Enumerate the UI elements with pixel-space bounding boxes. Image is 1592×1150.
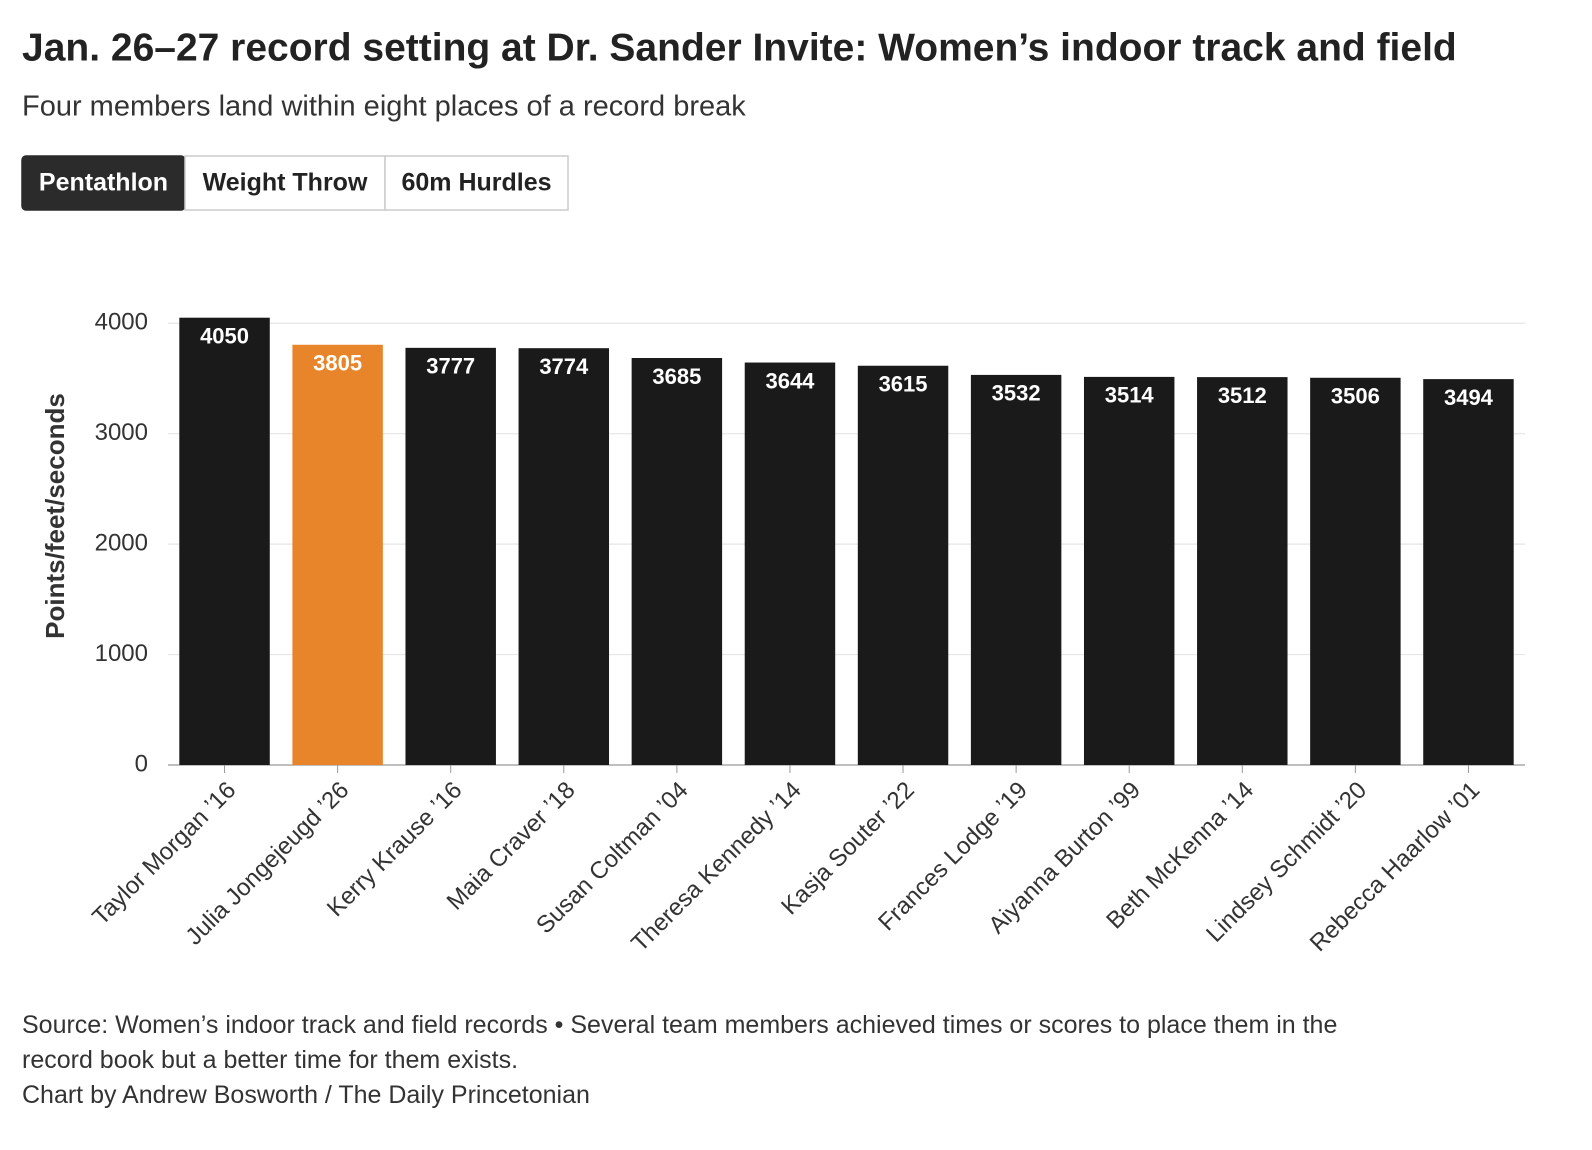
chart-subtitle: Four members land within eight places of… xyxy=(22,91,746,123)
bar xyxy=(631,358,723,765)
bar xyxy=(857,365,949,765)
bar xyxy=(1310,377,1401,765)
tab[interactable] xyxy=(384,155,569,211)
bar xyxy=(518,348,610,765)
value-label: 3805 xyxy=(313,351,362,376)
credit: Chart by Andrew Bosworth / The Daily Pri… xyxy=(22,1081,590,1109)
value-label: 3506 xyxy=(1331,384,1380,409)
footer: Source: Women’s indoor track and field r… xyxy=(22,1008,1402,1113)
bar xyxy=(292,344,383,765)
value-label: 3512 xyxy=(1218,383,1267,408)
y-tick-label: 3000 xyxy=(95,419,148,446)
value-label: 3532 xyxy=(992,381,1041,406)
y-axis-label: Points/feet/seconds xyxy=(40,393,70,639)
bar xyxy=(1197,377,1288,765)
value-label: 3644 xyxy=(765,368,815,393)
bar xyxy=(744,362,836,765)
tab-label[interactable]: Pentathlon xyxy=(39,169,168,197)
value-label: 3494 xyxy=(1444,385,1494,410)
bar xyxy=(405,347,496,765)
y-tick-label: 2000 xyxy=(95,529,148,556)
value-label: 3774 xyxy=(539,354,589,379)
chart: Jan. 26–27 record setting at Dr. Sander … xyxy=(21,26,1525,957)
y-tick-label: 0 xyxy=(135,750,148,777)
bar xyxy=(179,317,270,765)
y-tick-label: 4000 xyxy=(95,309,148,336)
tab-label[interactable]: 60m Hurdles xyxy=(401,169,551,197)
source-note: Source: Women’s indoor track and field r… xyxy=(22,1011,1338,1074)
tab-label[interactable]: Weight Throw xyxy=(203,169,368,197)
value-label: 3685 xyxy=(652,364,701,389)
tab[interactable] xyxy=(184,155,386,211)
value-label: 3514 xyxy=(1105,383,1155,408)
y-tick-label: 1000 xyxy=(95,640,148,667)
bar xyxy=(1423,379,1514,765)
value-label: 3777 xyxy=(426,354,475,379)
value-label: 3615 xyxy=(879,372,928,397)
chart-title: Jan. 26–27 record setting at Dr. Sander … xyxy=(22,26,1457,69)
bar xyxy=(1083,376,1175,765)
value-label: 4050 xyxy=(200,324,249,349)
bar xyxy=(970,374,1062,765)
